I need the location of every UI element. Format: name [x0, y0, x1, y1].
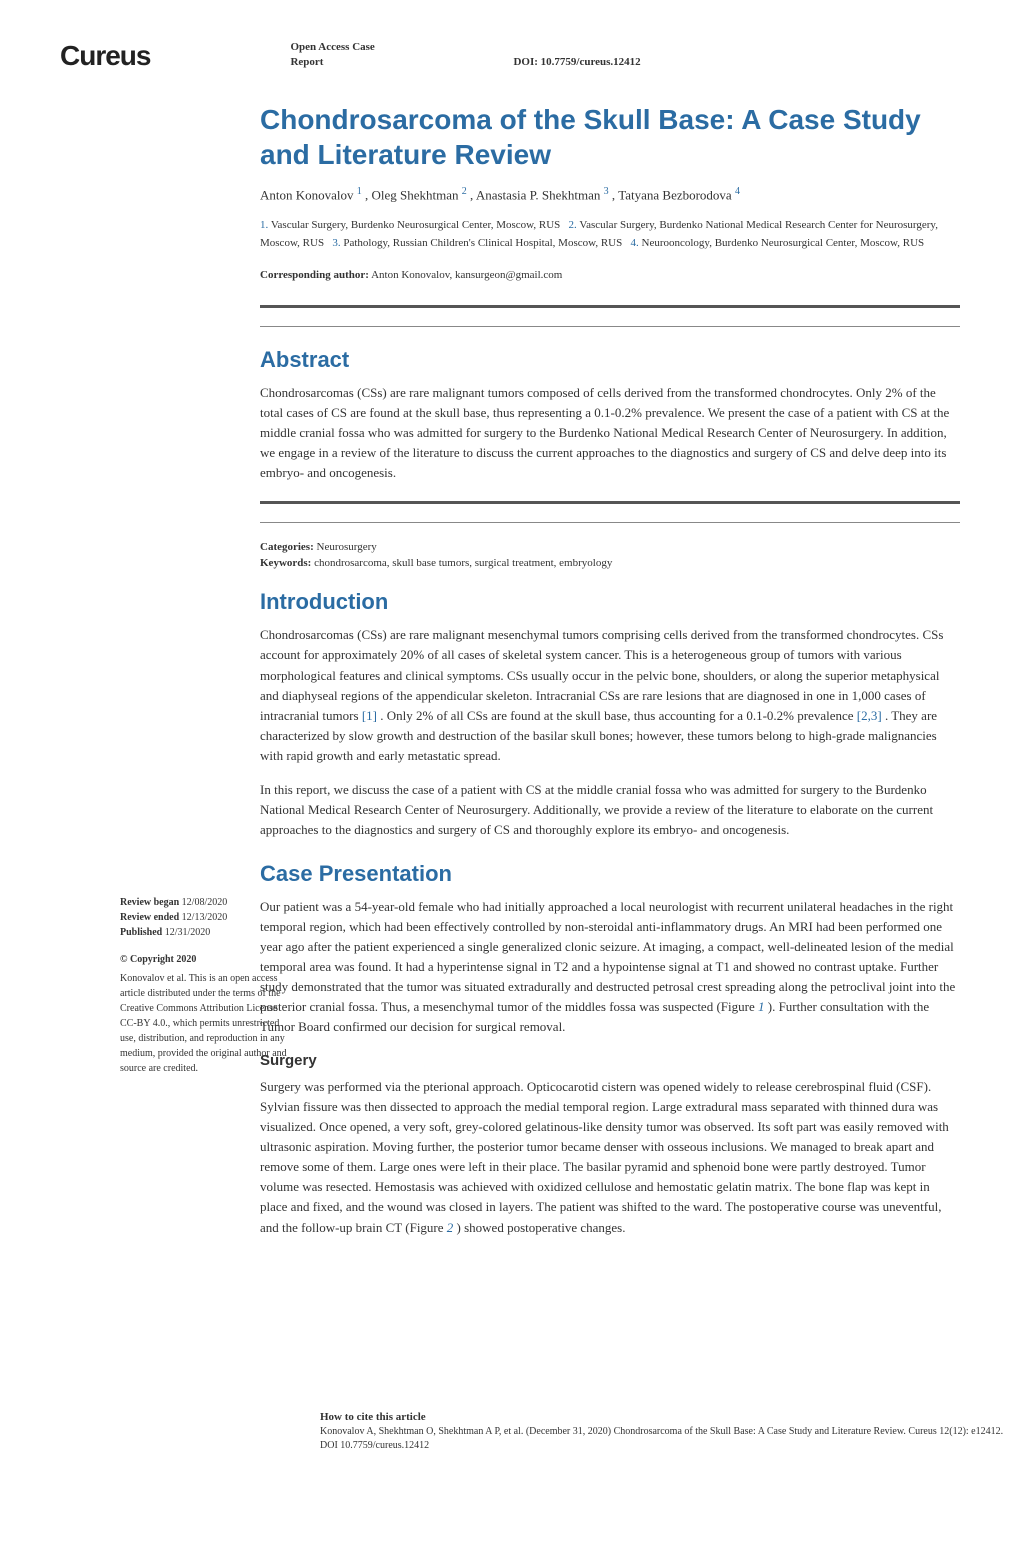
intro-paragraph-1: Chondrosarcomas (CSs) are rare malignant… — [260, 625, 960, 766]
surgery-p1b: ) showed postoperative changes. — [457, 1220, 626, 1235]
intro-paragraph-2: In this report, we discuss the case of a… — [260, 780, 960, 840]
corresponding-label: Corresponding author: — [260, 269, 369, 281]
divider-thick-2 — [260, 501, 960, 504]
abstract-heading: Abstract — [260, 347, 960, 373]
categories-label: Categories: — [260, 541, 314, 553]
author-4-sup: 4 — [735, 186, 740, 197]
review-ended-label: Review ended — [120, 912, 179, 923]
review-began-date: 12/08/2020 — [182, 897, 228, 908]
aff-num-3: 3. — [332, 237, 340, 249]
report-label: Report — [290, 55, 323, 70]
introduction-heading: Introduction — [260, 589, 960, 615]
author-list: Anton Konovalov 1 , Oleg Shekhtman 2 , A… — [260, 186, 960, 203]
author-4: Tatyana Bezborodova — [618, 187, 732, 202]
open-access-label: Open Access Case — [290, 40, 640, 55]
figure-link-2[interactable]: 2 — [447, 1220, 454, 1235]
surgery-p1a: Surgery was performed via the pterional … — [260, 1079, 949, 1235]
corresponding-author: Corresponding author: Anton Konovalov, k… — [260, 269, 960, 281]
footer-heading: How to cite this article — [320, 1410, 1020, 1425]
review-began-label: Review began — [120, 897, 179, 908]
author-1: Anton Konovalov — [260, 187, 354, 202]
divider-thick — [260, 305, 960, 308]
author-1-sup: 1 — [357, 186, 362, 197]
keywords-line: Keywords: chondrosarcoma, skull base tum… — [260, 557, 960, 569]
divider-thin-2 — [260, 522, 960, 523]
case-presentation-heading: Case Presentation — [260, 861, 960, 887]
case-paragraph-1: Our patient was a 54-year-old female who… — [260, 897, 960, 1038]
aff-text-1: Vascular Surgery, Burdenko Neurosurgical… — [271, 219, 560, 231]
aff-num-2: 2. — [569, 219, 577, 231]
surgery-paragraph-1: Surgery was performed via the pterional … — [260, 1077, 960, 1238]
article-title: Chondrosarcoma of the Skull Base: A Case… — [260, 102, 960, 172]
published-date: 12/31/2020 — [165, 927, 211, 938]
figure-link-1[interactable]: 1 — [758, 999, 765, 1014]
surgery-heading: Surgery — [260, 1052, 960, 1069]
corresponding-text: Anton Konovalov, kansurgeon@gmail.com — [371, 269, 562, 281]
aff-text-3: Pathology, Russian Children's Clinical H… — [343, 237, 622, 249]
author-3-sup: 3 — [604, 186, 609, 197]
case-p1a: Our patient was a 54-year-old female who… — [260, 899, 955, 1015]
published-label: Published — [120, 927, 162, 938]
intro-p1b: . Only 2% of all CSs are found at the sk… — [380, 708, 857, 723]
author-3: Anastasia P. Shekhtman — [476, 187, 601, 202]
copyright-year: 2020 — [176, 954, 196, 965]
aff-text-4: Neurooncology, Burdenko Neurosurgical Ce… — [642, 237, 925, 249]
sidebar-metadata: Review began 12/08/2020 Review ended 12/… — [120, 895, 290, 1076]
keywords-text: chondrosarcoma, skull base tumors, surgi… — [314, 557, 612, 569]
categories-line: Categories: Neurosurgery — [260, 541, 960, 553]
footer-text: Konovalov A, Shekhtman O, Shekhtman A P,… — [320, 1425, 1020, 1453]
doi-text: DOI: 10.7759/cureus.12412 — [513, 55, 640, 70]
affiliations: 1. Vascular Surgery, Burdenko Neurosurgi… — [260, 217, 960, 252]
journal-logo: Cureus — [60, 40, 150, 72]
author-2: Oleg Shekhtman — [372, 187, 459, 202]
review-ended-date: 12/13/2020 — [182, 912, 228, 923]
copyright-text: Konovalov et al. This is an open access … — [120, 971, 290, 1076]
categories-text: Neurosurgery — [317, 541, 377, 553]
footer-citation: How to cite this article Konovalov A, Sh… — [320, 1410, 1020, 1453]
abstract-text: Chondrosarcomas (CSs) are rare malignant… — [260, 383, 960, 484]
divider-thin — [260, 326, 960, 327]
aff-num-4: 4. — [631, 237, 639, 249]
ref-link-1[interactable]: [1] — [362, 708, 377, 723]
aff-num-1: 1. — [260, 219, 268, 231]
ref-link-2-3[interactable]: [2,3] — [857, 708, 882, 723]
keywords-label: Keywords: — [260, 557, 311, 569]
author-2-sup: 2 — [462, 186, 467, 197]
copyright-heading: © Copyright — [120, 954, 174, 965]
